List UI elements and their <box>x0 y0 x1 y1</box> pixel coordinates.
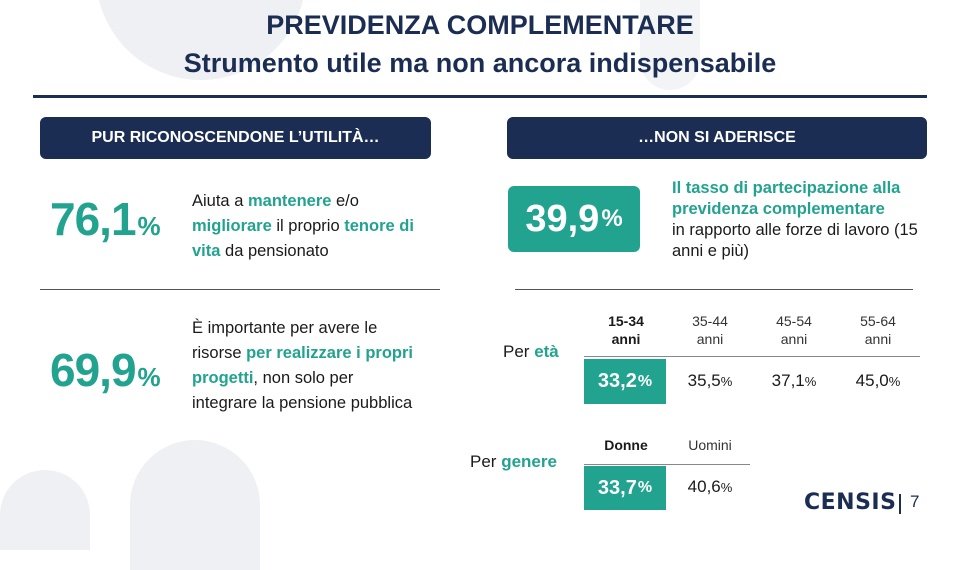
stat1-number: 76,1 <box>50 193 137 245</box>
participation-description-rest: in rapporto alle forze di lavoro (15 ann… <box>672 221 918 260</box>
description-segment: migliorare <box>192 217 272 235</box>
table-value: 40,6% <box>668 477 752 497</box>
column-header-line: anni <box>780 331 808 347</box>
column-header-line: 55-64 <box>860 313 896 329</box>
age-label-prefix: Per <box>503 342 535 361</box>
value-unit: % <box>804 373 817 389</box>
stat2-unit: % <box>137 362 161 392</box>
column-header-line: anni <box>611 331 641 347</box>
column-header: 45-54 anni <box>752 312 836 348</box>
description-segment: Aiuta a <box>192 192 248 210</box>
stat2-value: 69,9% <box>50 343 161 397</box>
column-header: Donne <box>584 436 668 454</box>
column-header: Uomini <box>668 436 752 454</box>
description-segment: e/o <box>331 192 359 210</box>
column-header-line: Donne <box>604 437 648 453</box>
table-value: 35,5% <box>668 371 752 391</box>
participation-rate-badge: 39,9% <box>508 186 640 252</box>
stat2-description: È importante per avere le risorse per re… <box>192 316 417 416</box>
description-segment: il proprio <box>271 217 345 235</box>
page-number: 7 <box>910 492 920 511</box>
column-header: 55-64 anni <box>836 312 920 348</box>
gender-label-prefix: Per <box>470 452 502 471</box>
decorative-shape <box>130 440 260 570</box>
value-number: 33,7 <box>597 476 637 499</box>
table-value: 33,7% <box>584 466 666 510</box>
description-segment: da pensionato <box>220 242 329 260</box>
column-header-line: anni <box>864 331 892 347</box>
badge-unit: % <box>601 205 623 232</box>
gender-label-highlight: genere <box>501 452 557 471</box>
value-number: 40,6 <box>687 477 721 496</box>
column-header-line: 15-34 <box>608 313 644 329</box>
value-unit: % <box>720 373 733 389</box>
column-header-line: anni <box>696 331 724 347</box>
description-segment: È importante per avere le risorse <box>192 319 378 362</box>
gender-label: Per genere <box>470 452 557 472</box>
gender-header-line <box>584 464 750 465</box>
column-header-line: 45-54 <box>776 313 812 329</box>
stat1-description: Aiuta a mantenere e/o migliorare il prop… <box>192 189 432 264</box>
value-number: 33,2 <box>597 370 637 392</box>
value-number: 45,0 <box>855 370 889 390</box>
page-title: PREVIDENZA COMPLEMENTARE <box>266 10 694 40</box>
stat2-number: 69,9 <box>50 344 137 396</box>
column-header: 35-44 anni <box>668 312 752 348</box>
column-header-line: 35-44 <box>692 313 728 329</box>
description-segment: , non solo per integrare la pensione pub… <box>192 369 413 412</box>
description-segment: tenore di vita <box>192 217 414 260</box>
censis-logo: CENSIS <box>804 490 897 515</box>
footer-divider <box>899 494 901 514</box>
table-value: 37,1% <box>752 371 836 391</box>
value-number: 35,5 <box>687 370 721 390</box>
age-label: Per età <box>503 342 559 362</box>
left-section-header: PUR RICONOSCENDONE L’UTILITÀ… <box>40 117 431 159</box>
title-divider <box>33 95 927 98</box>
stat1-value: 76,1% <box>50 192 161 246</box>
value-unit: % <box>888 373 901 389</box>
age-label-highlight: età <box>534 342 559 361</box>
value-unit: % <box>637 372 653 390</box>
stat1-unit: % <box>137 211 161 241</box>
page-subtitle: Strumento utile ma non ancora indispensa… <box>183 48 777 78</box>
age-header-line <box>584 356 920 357</box>
left-separator <box>40 289 440 290</box>
value-unit: % <box>637 479 653 496</box>
decorative-shape <box>640 0 700 90</box>
description-segment: per realizzare i propri progetti <box>192 344 413 387</box>
column-header: 15-34 anni <box>584 312 668 348</box>
table-value: 33,2% <box>584 359 666 404</box>
right-separator <box>515 289 913 290</box>
participation-description: Il tasso di partecipazione alla previden… <box>672 178 942 262</box>
value-number: 37,1 <box>771 370 805 390</box>
table-value: 45,0% <box>836 371 920 391</box>
decorative-shape <box>0 470 90 550</box>
value-unit: % <box>720 480 733 495</box>
description-segment: mantenere <box>247 192 332 210</box>
participation-description-highlight: Il tasso di partecipazione alla previden… <box>672 179 901 218</box>
column-header-line: Uomini <box>688 437 732 453</box>
badge-number: 39,9 <box>525 197 600 240</box>
right-section-header: …NON SI ADERISCE <box>507 117 927 159</box>
